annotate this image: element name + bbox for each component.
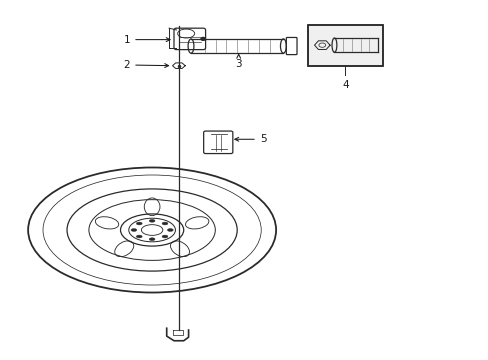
Ellipse shape: [136, 222, 142, 225]
Ellipse shape: [162, 222, 167, 225]
Ellipse shape: [162, 235, 167, 238]
Text: 5: 5: [234, 134, 266, 144]
Text: 3: 3: [235, 54, 242, 69]
Text: 2: 2: [123, 60, 168, 70]
Bar: [307, 24, 382, 66]
Text: 1: 1: [123, 35, 170, 45]
Ellipse shape: [149, 219, 155, 222]
Ellipse shape: [149, 238, 155, 240]
Ellipse shape: [136, 235, 142, 238]
Text: 4: 4: [342, 80, 348, 90]
Ellipse shape: [131, 229, 137, 231]
Ellipse shape: [167, 229, 173, 231]
Circle shape: [200, 37, 205, 41]
Bar: [307, 24, 382, 66]
